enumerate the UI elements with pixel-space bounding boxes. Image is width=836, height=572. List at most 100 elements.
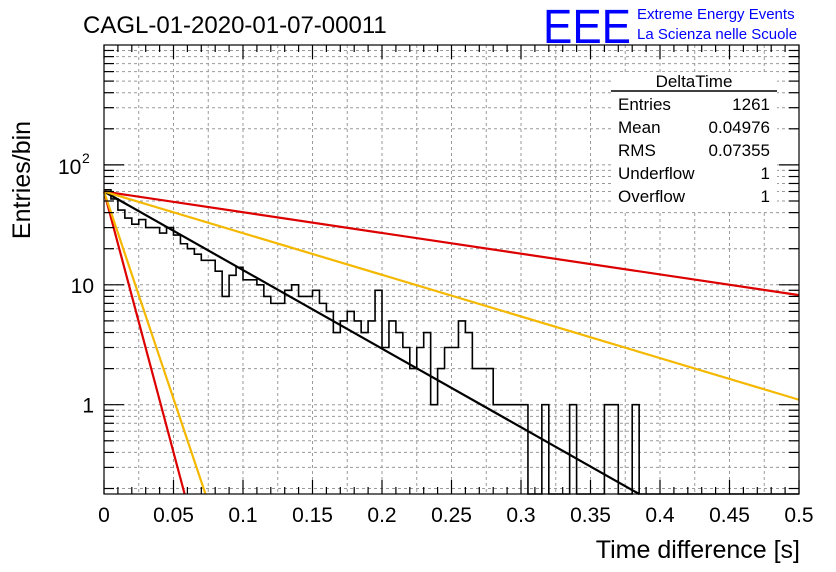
histogram-bin bbox=[215, 271, 222, 494]
histogram-bin bbox=[319, 303, 326, 494]
histogram-bin bbox=[326, 311, 333, 494]
histogram-bin bbox=[354, 321, 361, 494]
histogram-bin bbox=[153, 228, 160, 494]
histogram-bin bbox=[458, 321, 465, 494]
histogram-bin bbox=[306, 296, 313, 494]
histogram-bin bbox=[236, 267, 243, 494]
x-tick-label: 0.35 bbox=[570, 504, 611, 527]
histogram-bin bbox=[208, 260, 215, 494]
histogram-bin bbox=[271, 303, 278, 494]
histogram-bin bbox=[368, 321, 375, 494]
stats-value: 1 bbox=[761, 187, 770, 206]
histogram-bin bbox=[347, 311, 354, 494]
stats-value: 1 bbox=[761, 164, 770, 183]
histogram-bin bbox=[403, 347, 410, 494]
histogram-bin bbox=[382, 347, 389, 494]
stats-title: DeltaTime bbox=[656, 72, 733, 91]
y-tick-label: 1 bbox=[82, 395, 94, 418]
histogram-bin bbox=[438, 369, 445, 494]
x-axis-label: Time difference [s] bbox=[596, 536, 800, 564]
histogram-bin bbox=[604, 405, 611, 494]
histogram-bin bbox=[514, 405, 521, 494]
histogram-bin bbox=[507, 405, 514, 494]
histogram-bin bbox=[333, 333, 340, 494]
histogram-bin bbox=[452, 347, 459, 494]
stats-label: RMS bbox=[618, 141, 656, 160]
histogram-bin bbox=[472, 369, 479, 494]
y-tick-label-exp-base: 10 bbox=[58, 156, 81, 179]
x-tick-label: 0.2 bbox=[367, 504, 396, 527]
histogram-bin bbox=[542, 405, 549, 494]
histogram-bin bbox=[285, 290, 292, 494]
y-tick-label: 10 bbox=[71, 275, 94, 298]
histogram-bin bbox=[445, 347, 452, 494]
histogram-bin bbox=[493, 405, 500, 494]
histogram-bin bbox=[299, 296, 306, 494]
eee-logo-text: EEE bbox=[543, 1, 631, 54]
histogram-bin bbox=[486, 369, 493, 494]
x-tick-label: 0.1 bbox=[228, 504, 257, 527]
stats-box: DeltaTime Entries 1261 Mean 0.04976 RMS 0.073… bbox=[611, 72, 777, 210]
stats-value: 0.07355 bbox=[709, 141, 770, 160]
histogram-bin bbox=[222, 296, 229, 494]
y-axis-label: Entries/bin bbox=[8, 121, 36, 239]
x-tick-label: 0.3 bbox=[506, 504, 535, 527]
x-tick-label: 0.25 bbox=[431, 504, 472, 527]
histogram-bin bbox=[431, 405, 438, 494]
histogram-bin bbox=[570, 405, 577, 494]
histogram-bin bbox=[167, 228, 174, 494]
eee-logo-line1: Extreme Energy Events bbox=[637, 6, 795, 23]
chart-title: CAGL-01-2020-01-07-00011 bbox=[83, 12, 387, 39]
histogram-bin bbox=[104, 190, 111, 494]
histogram-bin bbox=[194, 254, 201, 494]
stats-label: Entries bbox=[618, 95, 671, 114]
fit-line bbox=[103, 190, 800, 297]
histogram-bin bbox=[257, 285, 264, 494]
histogram-bin bbox=[132, 224, 139, 494]
histogram-bin bbox=[201, 260, 208, 494]
stats-box-background bbox=[611, 72, 777, 210]
stats-value: 0.04976 bbox=[709, 118, 770, 137]
histogram-bin bbox=[389, 321, 396, 494]
histogram-bin bbox=[521, 405, 528, 494]
histogram-bin bbox=[632, 405, 639, 494]
fit-line bbox=[102, 191, 207, 495]
histogram-bin bbox=[292, 285, 299, 494]
histogram-bin bbox=[340, 321, 347, 494]
axis-ticks bbox=[103, 45, 800, 494]
histogram-bin bbox=[180, 244, 187, 494]
histogram-bin bbox=[229, 275, 236, 494]
histogram-bin bbox=[264, 296, 271, 494]
x-tick-label: 0.5 bbox=[784, 504, 813, 527]
histogram-bin bbox=[375, 290, 382, 494]
x-tick-label: 0.05 bbox=[153, 504, 194, 527]
histogram-bin bbox=[424, 333, 431, 494]
x-tick-label: 0.15 bbox=[292, 504, 333, 527]
histogram-bin bbox=[139, 220, 146, 494]
histogram-bin bbox=[479, 369, 486, 494]
y-tick-label-exp-power: 2 bbox=[82, 150, 90, 166]
eee-logo: EEE Extreme Energy Events La Scienza nel… bbox=[543, 1, 797, 54]
histogram-bin bbox=[361, 333, 368, 494]
grid-lines bbox=[104, 45, 799, 494]
fit-line bbox=[103, 190, 640, 495]
x-tick-label: 0.4 bbox=[645, 504, 675, 527]
histogram-bin bbox=[243, 280, 250, 494]
stats-label: Underflow bbox=[618, 164, 695, 183]
fit-line bbox=[103, 190, 800, 401]
x-tick-labels: 0 0.05 0.1 0.15 0.2 0.25 0.3 0.35 0.4 0.45 0.5 bbox=[98, 504, 813, 527]
stats-rows: Entries 1261 Mean 0.04976 RMS 0.07355 Underflo… bbox=[618, 95, 770, 206]
stats-value: 1261 bbox=[732, 95, 770, 114]
stats-label: Mean bbox=[618, 118, 661, 137]
histogram-bin bbox=[410, 369, 417, 494]
fit-lines bbox=[102, 190, 800, 495]
histogram-bin bbox=[313, 290, 320, 494]
stats-label: Overflow bbox=[618, 187, 686, 206]
x-tick-label: 0 bbox=[98, 504, 110, 527]
histogram-bin bbox=[465, 333, 472, 494]
eee-logo-line2: La Scienza nelle Scuole bbox=[637, 26, 797, 43]
fit-line bbox=[102, 191, 186, 495]
